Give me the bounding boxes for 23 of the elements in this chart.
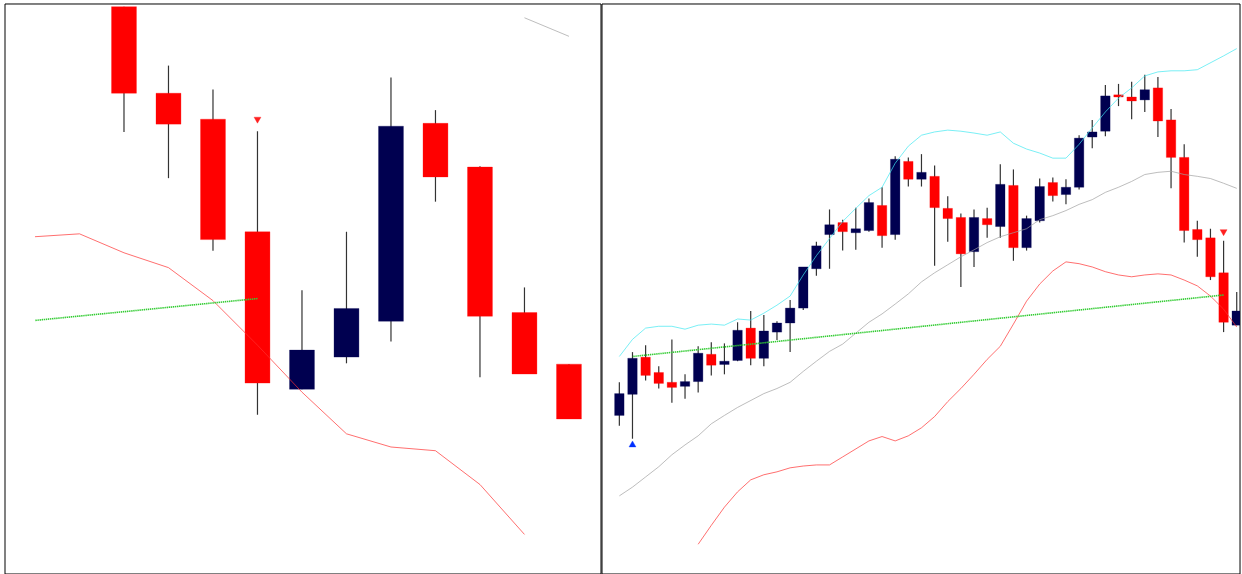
- candlestick: [850, 207, 861, 251]
- candlestick: [719, 342, 730, 375]
- candlestick: [1061, 178, 1071, 205]
- candlestick: [837, 219, 848, 252]
- candlestick: [706, 341, 717, 376]
- candlestick: [614, 381, 625, 427]
- candlestick: [1192, 220, 1203, 258]
- candlestick: [1126, 81, 1137, 120]
- candlestick: [667, 338, 677, 404]
- candlestick: [824, 208, 835, 270]
- candlestick: [982, 207, 993, 239]
- candlestick: [680, 373, 690, 400]
- candlestick: [640, 344, 651, 382]
- candlestick: [1087, 119, 1098, 149]
- candlestick: [1139, 74, 1150, 113]
- candlestick: [811, 241, 822, 277]
- candlestick: [1047, 176, 1058, 203]
- candlestick: [916, 153, 927, 188]
- candlestick: [653, 365, 664, 390]
- candlestick: [785, 299, 795, 353]
- candlestick: [903, 156, 914, 188]
- candlestick: [942, 195, 953, 243]
- candlestick: [772, 320, 782, 341]
